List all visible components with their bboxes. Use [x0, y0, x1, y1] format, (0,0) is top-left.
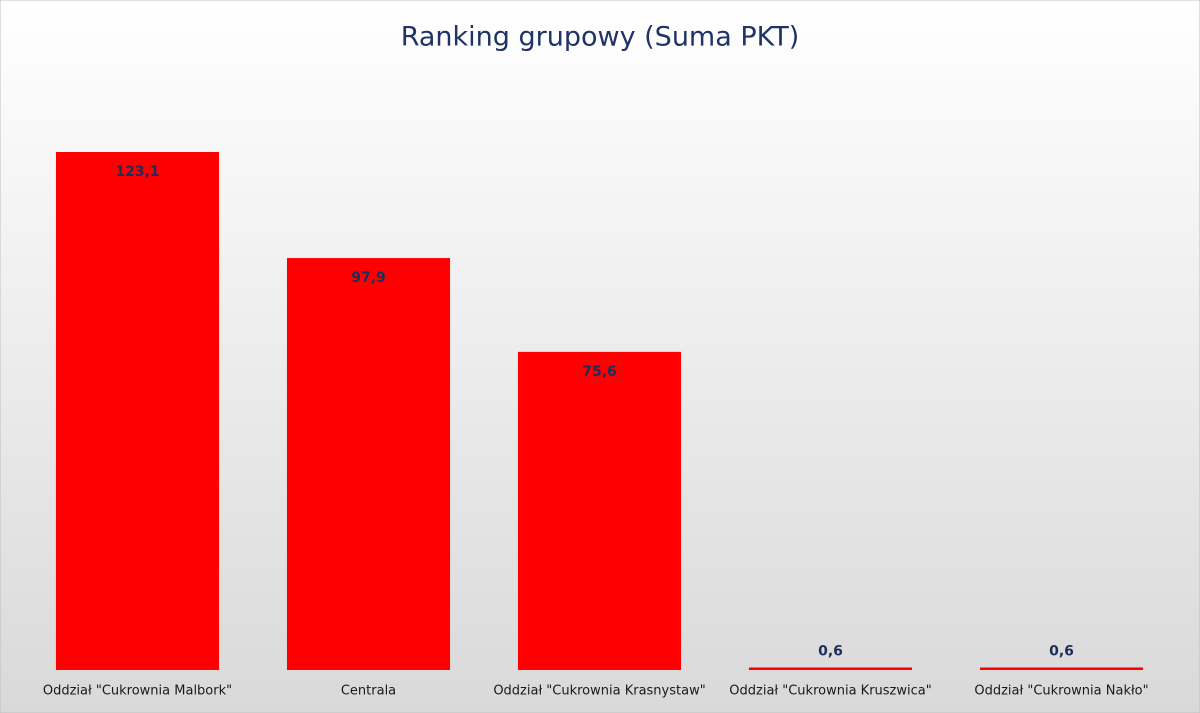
- x-tick-label: Oddział "Cukrownia Kruszwica": [729, 684, 931, 699]
- value-label: 123,1: [115, 164, 159, 180]
- bar: [979, 667, 1144, 670]
- bar: [286, 258, 451, 670]
- bar: [748, 667, 913, 670]
- value-label: 97,9: [351, 270, 386, 286]
- value-label: 0,6: [818, 643, 843, 659]
- value-label: 75,6: [582, 364, 617, 380]
- chart-title: Ranking grupowy (Suma PKT): [401, 22, 800, 53]
- bar: [55, 152, 220, 670]
- x-tick-label: Centrala: [341, 684, 396, 699]
- x-tick-label: Oddział "Cukrownia Nakło": [974, 684, 1148, 699]
- x-tick-label: Oddział "Cukrownia Malbork": [43, 684, 232, 699]
- bar: [517, 351, 682, 670]
- value-label: 0,6: [1049, 643, 1074, 659]
- x-tick-label: Oddział "Cukrownia Krasnystaw": [493, 684, 705, 699]
